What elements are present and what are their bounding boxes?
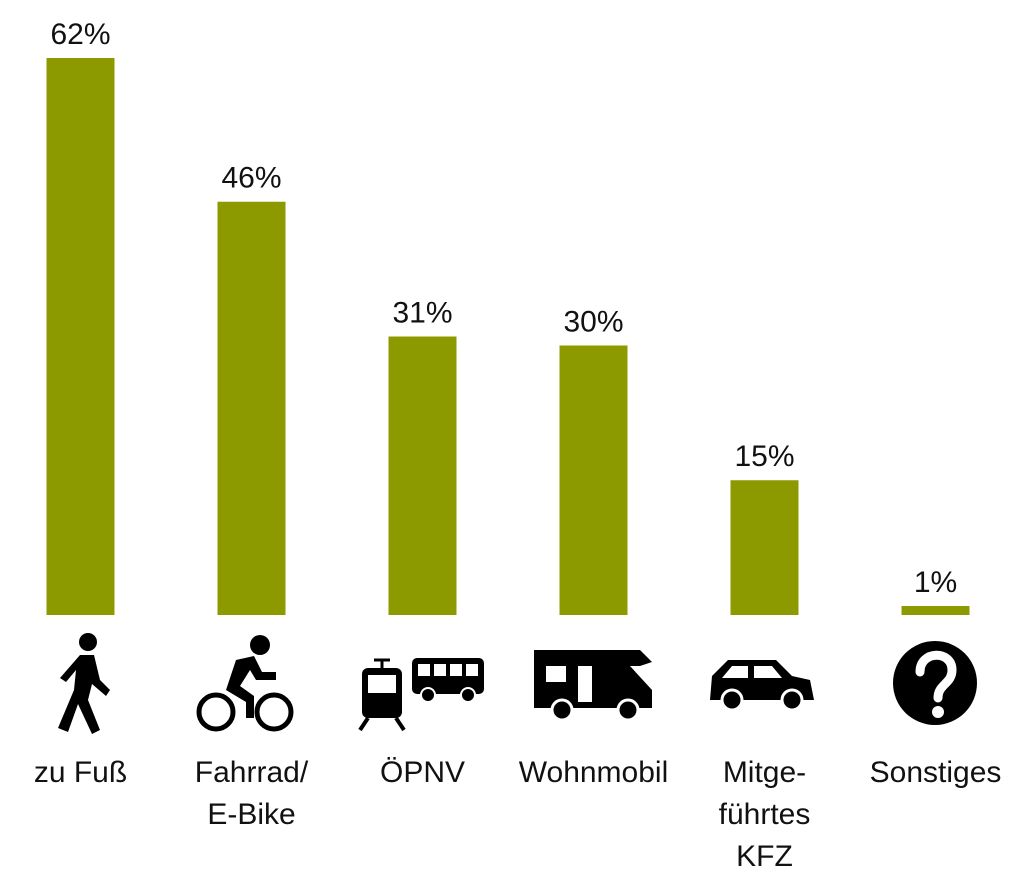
value-label: 46% xyxy=(221,162,281,195)
bar xyxy=(730,480,799,615)
camper-icon xyxy=(534,650,652,722)
category-label: Wohnmobil xyxy=(518,756,669,789)
bike-icon xyxy=(196,635,294,732)
car-icon xyxy=(710,660,814,712)
bar xyxy=(559,345,628,615)
category-label: Mitge- führtes KFZ xyxy=(718,756,811,873)
transit-icon xyxy=(358,658,484,732)
bar xyxy=(46,58,115,615)
value-label: 31% xyxy=(392,297,452,330)
value-label: 15% xyxy=(734,440,794,473)
value-label: 1% xyxy=(914,566,957,599)
category-label: zu Fuß xyxy=(33,756,128,789)
bar xyxy=(388,336,457,615)
value-label: 62% xyxy=(50,18,110,51)
icons xyxy=(58,633,977,734)
category-label: Sonstiges xyxy=(869,756,1002,789)
walk-icon xyxy=(58,633,110,734)
question-icon xyxy=(893,641,977,725)
category-label: ÖPNV xyxy=(379,756,466,789)
category-label: Fahrrad/ E-Bike xyxy=(194,756,309,831)
bar xyxy=(901,606,970,615)
bar xyxy=(217,201,286,615)
value-label: 30% xyxy=(563,305,623,338)
